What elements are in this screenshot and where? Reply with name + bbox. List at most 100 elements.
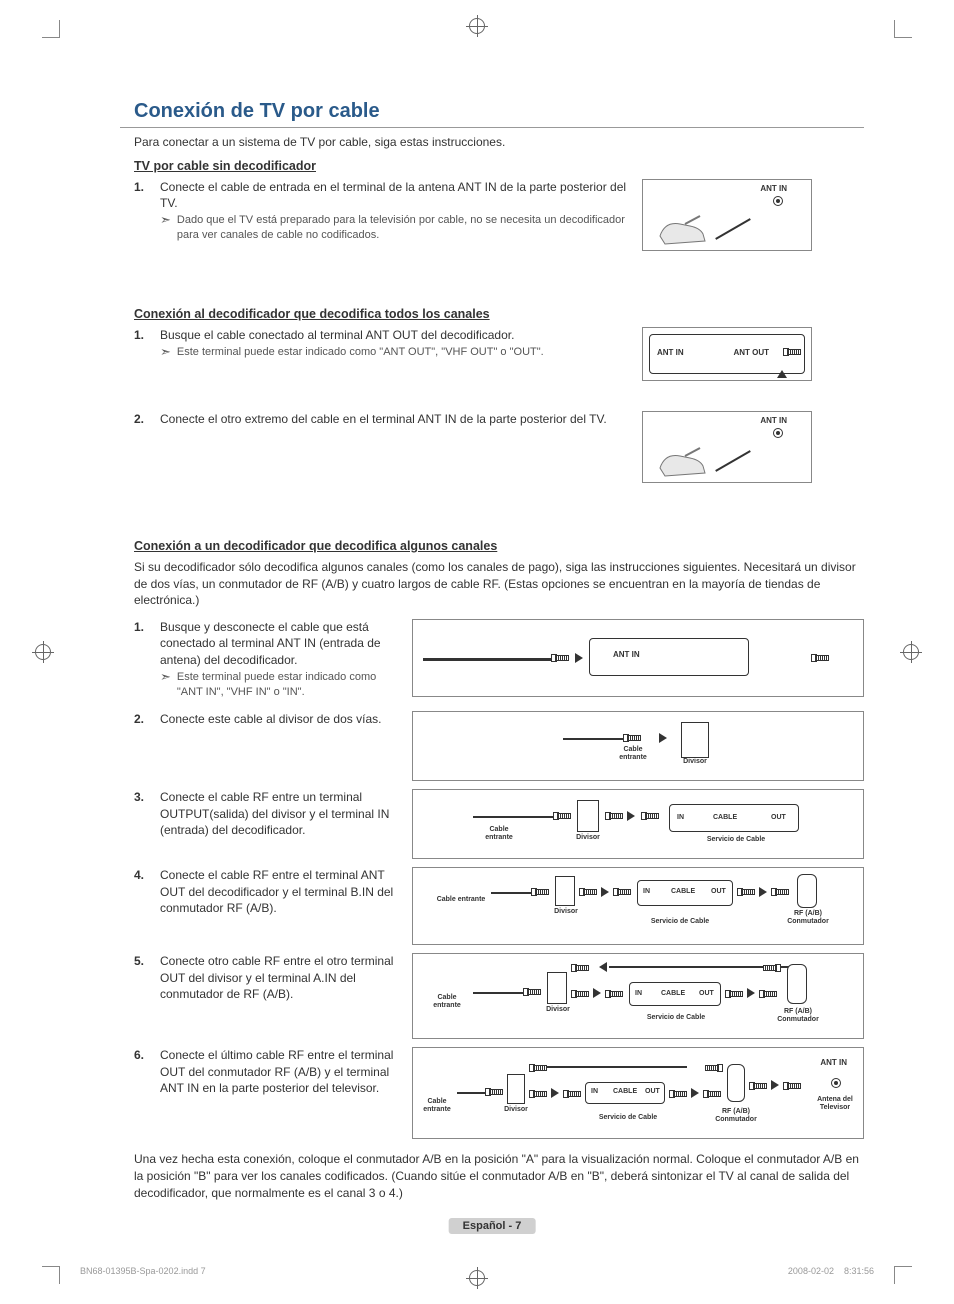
diagram-step6: Cable entrante Divisor IN CABLE OUT Serv…: [412, 1047, 864, 1139]
arrow-icon: [771, 1080, 779, 1090]
label-in: IN: [643, 888, 650, 896]
file-name: BN68-01395B-Spa-0202.indd 7: [80, 1266, 206, 1276]
connector-icon: [551, 654, 569, 662]
note-icon: ➣: [160, 213, 171, 243]
note-text: Este terminal puede estar indicado como …: [177, 670, 400, 700]
arrow-icon: [551, 1088, 559, 1098]
diagram-step4: Cable entrante Divisor IN CABLE OUT Serv…: [412, 867, 864, 945]
label-ant-in: ANT IN: [760, 184, 787, 193]
label-servicio-cable: Servicio de Cable: [593, 1114, 663, 1122]
label-divisor: Divisor: [571, 834, 605, 842]
step-text: Conecte el cable de entrada en el termin…: [160, 180, 626, 210]
label-out: OUT: [699, 990, 714, 998]
diagram-ant-in-hand: ANT IN: [642, 179, 812, 251]
label-in: IN: [591, 1088, 598, 1096]
arrow-icon: [777, 370, 787, 378]
connector-icon: [485, 1088, 503, 1096]
cable-icon: [423, 658, 553, 661]
switch-icon: [727, 1064, 745, 1102]
crop-mark: [894, 20, 912, 38]
label-servicio-cable: Servicio de Cable: [701, 836, 771, 844]
cable-icon: [715, 450, 751, 472]
step-text: Conecte el cable RF entre el terminal AN…: [160, 868, 393, 914]
connector-icon: [705, 1064, 723, 1072]
diagram-step2: Cable entrante Divisor: [412, 711, 864, 781]
diagram-step5: Cable entrante Divisor IN CABLE OUT Serv…: [412, 953, 864, 1039]
label-ant-in: ANT IN: [820, 1058, 847, 1067]
label-rf-ab: RF (A/B) Conmutador: [773, 1008, 823, 1023]
label-rf-ab: RF (A/B) Conmutador: [711, 1108, 761, 1123]
cable-icon: [563, 738, 623, 740]
port-icon: [831, 1078, 841, 1088]
section3-outro: Una vez hecha esta conexión, coloque el …: [120, 1151, 864, 1201]
cable-icon: [609, 966, 789, 968]
section3-intro: Si su decodificador sólo decodifica algu…: [120, 559, 864, 609]
label-cable-entrante: Cable entrante: [419, 1098, 455, 1113]
connector-icon: [623, 734, 641, 742]
cable-icon: [457, 1092, 487, 1094]
label-cable-entrante: Cable entrante: [431, 896, 491, 904]
label-servicio-cable: Servicio de Cable: [641, 1014, 711, 1022]
step-number: 2.: [134, 411, 148, 427]
step-number: 6.: [134, 1047, 148, 1096]
splitter-icon: [507, 1074, 525, 1104]
crop-mark: [894, 1266, 912, 1284]
step-text: Busque el cable conectado al terminal AN…: [160, 328, 514, 342]
connector-icon: [571, 964, 589, 972]
intro-text: Para conectar a un sistema de TV por cab…: [120, 134, 864, 151]
connector-icon: [563, 1090, 581, 1098]
label-out: OUT: [645, 1088, 660, 1096]
page-title: Conexión de TV por cable: [120, 100, 864, 128]
connector-icon: [523, 988, 541, 996]
registration-mark: [469, 18, 485, 34]
cable-icon: [473, 816, 553, 818]
note-text: Dado que el TV está preparado para la te…: [177, 213, 630, 243]
connector-icon: [669, 1090, 687, 1098]
step-number: 3.: [134, 789, 148, 838]
registration-mark: [35, 644, 51, 660]
page-content: Conexión de TV por cable Para conectar a…: [120, 100, 864, 1234]
diagram-step3: Cable entrante Divisor IN CABLE OUT Serv…: [412, 789, 864, 859]
step-text: Busque y desconecte el cable que está co…: [160, 620, 381, 666]
label-cable: CABLE: [671, 888, 695, 896]
section3-heading: Conexión a un decodificador que decodifi…: [134, 539, 864, 553]
connector-icon: [811, 654, 829, 662]
splitter-icon: [681, 722, 709, 758]
connector-icon: [737, 888, 755, 896]
connector-icon: [529, 1064, 547, 1072]
label-ant-in: ANT IN: [760, 416, 787, 425]
step-text: Conecte el cable RF entre un terminal OU…: [160, 790, 389, 836]
arrow-icon: [601, 887, 609, 897]
label-cable: CABLE: [713, 814, 737, 822]
connector-icon: [771, 888, 789, 896]
arrow-icon: [593, 988, 601, 998]
splitter-icon: [547, 972, 567, 1004]
connector-icon: [641, 812, 659, 820]
arrow-icon: [575, 653, 583, 663]
page-number-pill: Español - 7: [449, 1218, 536, 1234]
section2-heading: Conexión al decodificador que decodifica…: [134, 307, 864, 321]
step-text: Conecte el otro extremo del cable en el …: [160, 412, 607, 426]
connector-icon: [529, 1090, 547, 1098]
label-in: IN: [635, 990, 642, 998]
arrow-icon: [659, 733, 667, 743]
hand-icon: [655, 206, 715, 246]
registration-mark: [903, 644, 919, 660]
label-rf-ab: RF (A/B) Conmutador: [783, 910, 833, 925]
note-icon: ➣: [160, 670, 171, 700]
step-text: Conecte el último cable RF entre el term…: [160, 1048, 393, 1094]
diagram-step1: ANT IN: [412, 619, 864, 697]
connector-icon: [571, 990, 589, 998]
cable-icon: [491, 892, 531, 894]
label-ant-out: ANT OUT: [733, 348, 769, 357]
cable-icon: [547, 1066, 687, 1068]
step-text: Conecte este cable al divisor de dos vía…: [160, 712, 381, 726]
label-cable-entrante: Cable entrante: [427, 994, 467, 1009]
label-divisor: Divisor: [549, 908, 583, 916]
label-cable-entrante: Cable entrante: [613, 746, 653, 761]
label-servicio-cable: Servicio de Cable: [645, 918, 715, 926]
connector-icon: [613, 888, 631, 896]
connector-icon: [749, 1082, 767, 1090]
crop-mark: [42, 20, 60, 38]
label-divisor: Divisor: [541, 1006, 575, 1014]
